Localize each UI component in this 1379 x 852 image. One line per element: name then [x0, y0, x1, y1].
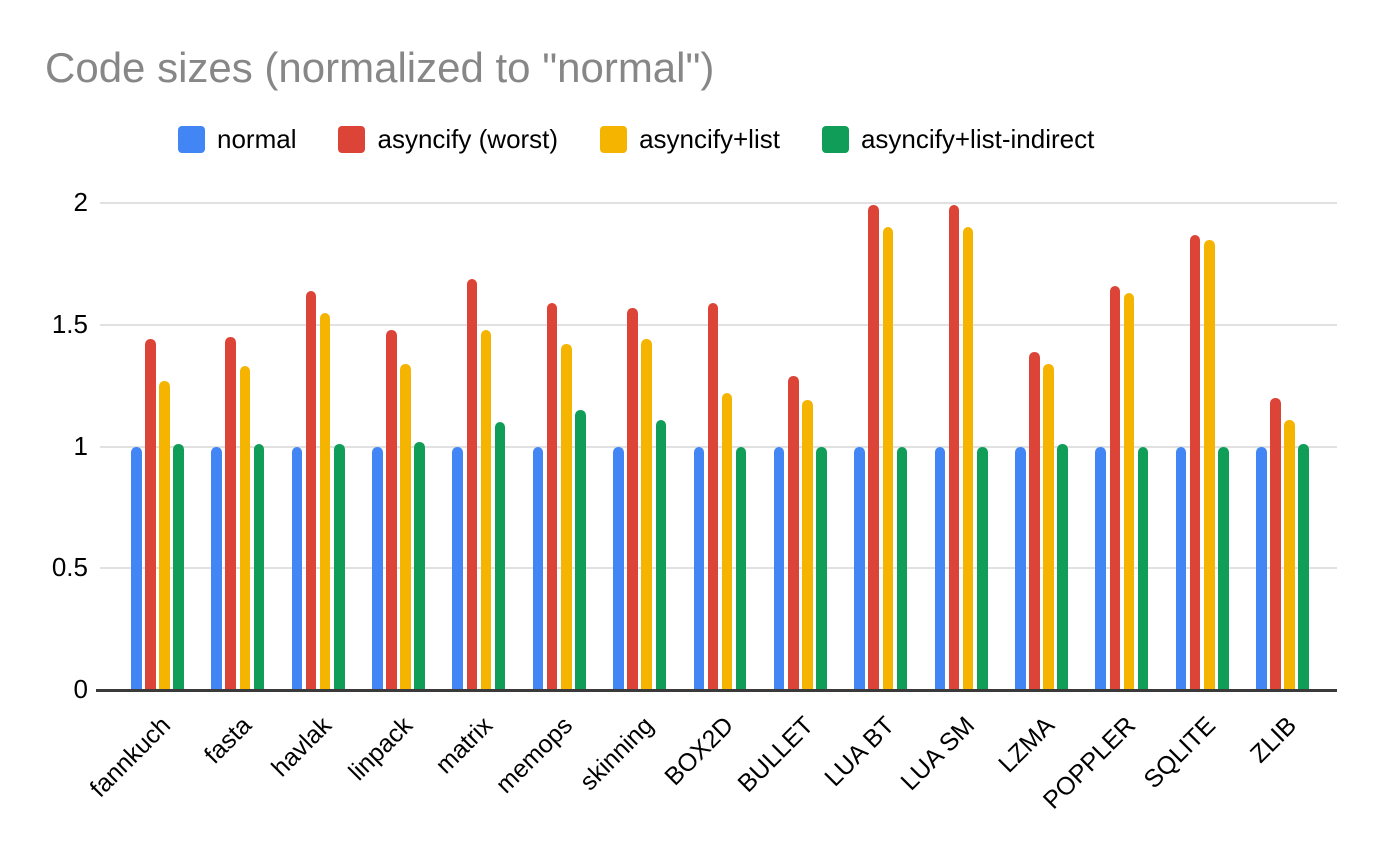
bar-asyncify-list-indirect-matrix: [494, 422, 506, 690]
legend-swatch-asyncify-list-indirect: [821, 126, 849, 153]
bar-normal-lzma: [1015, 446, 1026, 690]
gridline-1.5: [100, 323, 1337, 326]
legend-item-asyncify-list-indirect: asyncify+list-indirect: [821, 124, 1095, 155]
legend-swatch-asyncify-list: [600, 126, 628, 153]
bar-asyncify-list-indirect-poppler: [1137, 446, 1149, 690]
bar-asyncify-list-indirect-box2d: [735, 446, 747, 690]
bar-normal-lua-bt: [854, 446, 865, 690]
bar-asyncify-list-indirect-lua-bt: [896, 446, 908, 690]
y-tick-label-1: 1: [73, 430, 88, 461]
bar-asyncify-worst-lzma: [1029, 351, 1040, 690]
bar-asyncify-list-box2d: [721, 392, 733, 690]
bar-normal-skinning: [613, 446, 624, 690]
bar-normal-sqlite: [1175, 446, 1187, 690]
legend-label: asyncify+list: [639, 124, 780, 154]
legend-label: asyncify+list-indirect: [860, 124, 1095, 154]
bar-asyncify-list-havlak: [319, 312, 331, 690]
bar-asyncify-list-bullet: [802, 400, 813, 690]
bar-asyncify-list-indirect-skinning: [655, 419, 667, 690]
legend-label: normal: [217, 124, 297, 154]
gridline-2: [100, 202, 1337, 204]
bar-normal-zlib: [1256, 446, 1267, 690]
bar-normal-linpack: [372, 446, 383, 690]
bar-asyncify-worst-memops: [546, 302, 558, 690]
bar-asyncify-list-linpack: [400, 363, 411, 690]
bar-normal-memops: [532, 446, 544, 690]
y-tick-label-0.5: 0.5: [51, 552, 88, 583]
bar-asyncify-worst-fasta: [225, 336, 236, 690]
y-tick-label-2: 2: [73, 187, 88, 217]
bar-normal-bullet: [773, 446, 785, 690]
bar-asyncify-worst-skinning: [627, 307, 638, 690]
bar-normal-lua-sm: [934, 446, 946, 690]
bar-asyncify-list-lua-bt: [882, 227, 894, 690]
bar-asyncify-worst-lua-sm: [948, 205, 960, 690]
bar-asyncify-list-sqlite: [1204, 239, 1215, 690]
legend-label: asyncify (worst): [377, 124, 559, 154]
bar-normal-fannkuch: [131, 446, 142, 690]
bar-asyncify-worst-bullet: [788, 375, 799, 690]
bar-asyncify-worst-havlak: [305, 290, 317, 690]
bar-asyncify-worst-sqlite: [1189, 234, 1201, 690]
legend-item-asyncify-list: asyncify+list: [600, 124, 780, 155]
legend-swatch-normal: [178, 126, 205, 153]
bar-asyncify-worst-lua-bt: [868, 205, 879, 690]
bar-normal-poppler: [1095, 446, 1106, 690]
gridline-0.5: [100, 567, 1337, 570]
bar-normal-havlak: [291, 446, 303, 690]
bar-asyncify-list-fannkuch: [159, 380, 170, 690]
bar-asyncify-list-memops: [561, 344, 572, 690]
bar-asyncify-worst-fannkuch: [145, 339, 156, 690]
chart-legend: normal asyncify (worst) asyncify+list async…: [178, 124, 1094, 155]
bar-asyncify-list-fasta: [239, 366, 251, 690]
bar-asyncify-list-indirect-zlib: [1298, 444, 1309, 690]
bar-asyncify-list-poppler: [1123, 293, 1135, 690]
bar-normal-box2d: [693, 446, 705, 690]
bar-asyncify-list-matrix: [480, 329, 492, 690]
chart-title: Code sizes (normalized to "normal"): [45, 44, 715, 91]
bar-asyncify-list-skinning: [641, 339, 652, 690]
bar-normal-matrix: [452, 446, 463, 690]
bar-asyncify-worst-poppler: [1109, 285, 1121, 690]
plot-area: [96, 202, 1337, 692]
legend-item-normal: normal: [178, 124, 296, 155]
legend-swatch-asyncify-worst: [338, 126, 366, 153]
bar-normal-fasta: [211, 446, 222, 690]
bar-asyncify-worst-zlib: [1270, 397, 1281, 690]
bar-asyncify-worst-matrix: [466, 278, 478, 690]
bar-asyncify-list-indirect-bullet: [816, 446, 827, 690]
bar-asyncify-list-indirect-lzma: [1057, 444, 1068, 690]
x-axis-baseline: [96, 688, 1337, 692]
bar-asyncify-list-zlib: [1284, 419, 1295, 690]
bar-asyncify-list-lua-sm: [962, 227, 974, 690]
bar-asyncify-list-indirect-sqlite: [1218, 446, 1229, 690]
gridline-1: [100, 445, 1337, 448]
bar-asyncify-list-indirect-linpack: [414, 441, 425, 690]
bar-asyncify-list-indirect-havlak: [334, 444, 345, 690]
bar-asyncify-list-indirect-lua-sm: [977, 446, 988, 690]
y-tick-label-0: 0: [73, 674, 88, 704]
bar-asyncify-list-indirect-memops: [575, 409, 586, 690]
y-tick-label-1.5: 1.5: [51, 308, 88, 339]
bar-asyncify-list-indirect-fannkuch: [173, 444, 184, 690]
legend-item-asyncify-worst: asyncify (worst): [338, 124, 558, 155]
bar-asyncify-list-lzma: [1043, 363, 1054, 690]
bar-asyncify-worst-box2d: [707, 302, 719, 690]
bar-asyncify-list-indirect-fasta: [253, 444, 265, 690]
bar-asyncify-worst-linpack: [386, 329, 397, 690]
